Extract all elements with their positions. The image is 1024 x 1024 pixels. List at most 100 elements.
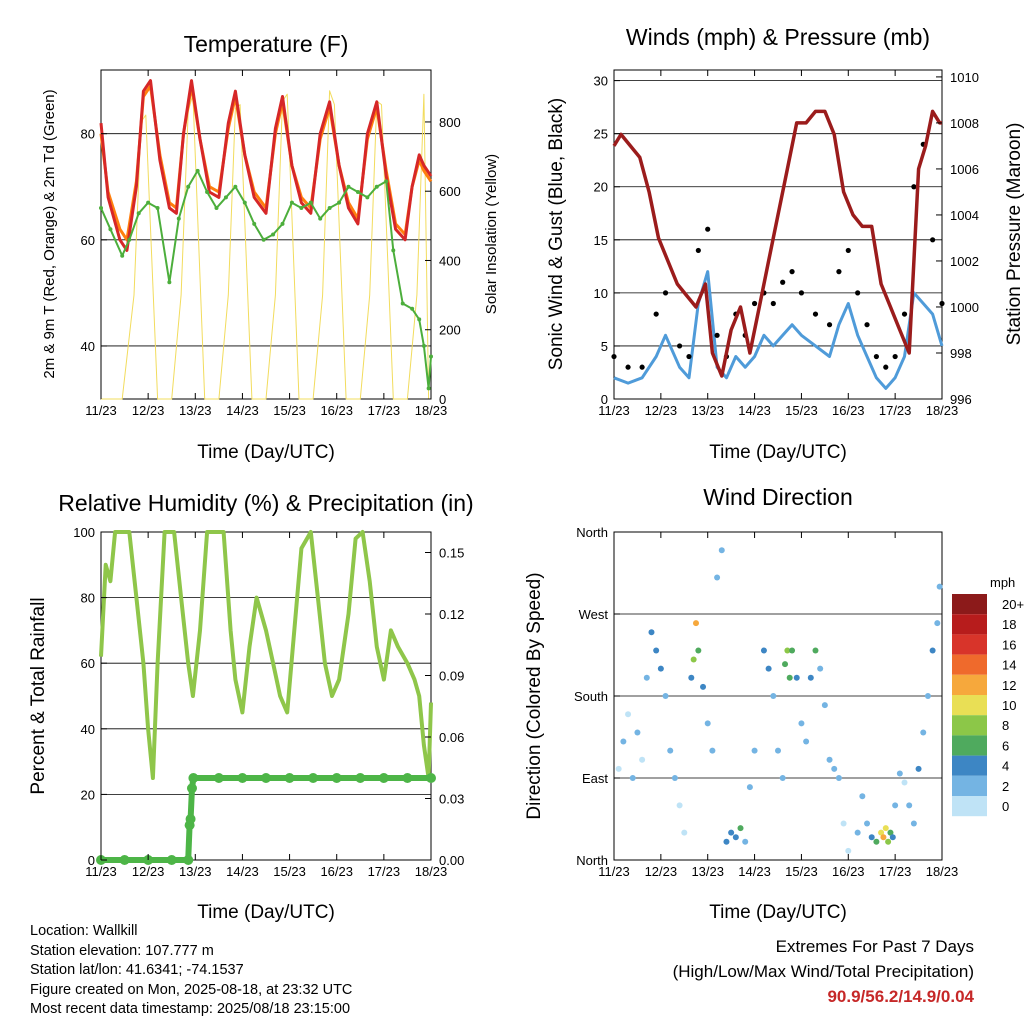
colorbar-label: 16 xyxy=(1002,637,1016,652)
wind-direction-point xyxy=(896,770,903,777)
winds-ytick-label: 15 xyxy=(594,233,608,248)
gust-point xyxy=(770,300,776,307)
wind-direction-point xyxy=(634,729,641,736)
gust-point xyxy=(789,269,795,275)
temperature-xtick-label: 15/23 xyxy=(273,403,306,418)
dewpoint-point xyxy=(426,386,431,391)
precipitation-point xyxy=(186,783,197,794)
winds-ytick-label: 20 xyxy=(594,180,608,195)
wind-direction-point xyxy=(751,747,758,754)
winds-y2tick-label: 1004 xyxy=(950,208,979,223)
wind-direction-point xyxy=(732,834,739,841)
dewpoint-point xyxy=(261,237,266,242)
dewpoint-point xyxy=(223,195,228,200)
gust-point xyxy=(883,364,889,370)
gust-point xyxy=(911,184,917,190)
humidity-xtick-label: 16/23 xyxy=(320,864,353,879)
humidity-xtick-label: 11/23 xyxy=(85,864,117,879)
colorbar-swatch xyxy=(952,614,987,635)
humidity-xtick-label: 18/23 xyxy=(415,864,448,879)
colorbar-swatch xyxy=(952,674,987,695)
gust-point xyxy=(611,353,617,360)
wind-direction-point xyxy=(620,738,627,745)
winds-xtick-label: 15/23 xyxy=(785,403,818,418)
humidity-title: Relative Humidity (%) & Precipitation (i… xyxy=(58,490,473,516)
wind-direction-point xyxy=(789,647,796,654)
temperature-ytick-label: 40 xyxy=(81,339,95,354)
colorbar-title: mph xyxy=(990,575,1015,590)
gust-point xyxy=(855,290,861,296)
wind-direction-point xyxy=(723,838,730,845)
precipitation-point xyxy=(261,773,271,783)
precipitation-point xyxy=(402,773,413,783)
dewpoint-point xyxy=(146,200,151,205)
wind-direction-point xyxy=(798,720,805,727)
gust-point xyxy=(695,247,701,254)
colorbar-label: 14 xyxy=(1002,658,1016,673)
direction-xtick-label: 12/23 xyxy=(645,864,678,879)
grid-layer xyxy=(101,80,942,861)
wind-direction-point xyxy=(662,693,669,699)
precipitation-point xyxy=(355,773,366,783)
humidity-xtick-label: 12/23 xyxy=(132,864,165,879)
wind-direction-point xyxy=(653,647,660,654)
direction-ytick-label: North xyxy=(576,525,608,540)
wind-direction-point xyxy=(639,756,646,763)
dewpoint-line xyxy=(100,169,432,390)
dewpoint-point xyxy=(99,205,103,210)
winds-ylabel-right: Station Pressure (Maroon) xyxy=(1004,123,1024,346)
wind-direction-point xyxy=(924,693,931,699)
gust-point xyxy=(798,290,805,296)
solar-insolation-line xyxy=(101,90,430,400)
wind-direction-point xyxy=(793,674,800,681)
dewpoint-point xyxy=(289,200,294,205)
recent-data-timestamp: Most recent data timestamp: 2025/08/18 2… xyxy=(30,1001,351,1017)
wind-direction-point xyxy=(742,838,749,845)
winds-ytick-label: 25 xyxy=(594,127,608,142)
gust-point xyxy=(677,343,683,349)
colorbar-label: 2 xyxy=(1002,779,1009,794)
wind-direction-point xyxy=(901,779,908,786)
gust-point xyxy=(686,353,692,360)
colorbar-swatch xyxy=(952,755,987,776)
colorbar-label: 8 xyxy=(1002,718,1009,733)
temperature-xtick-label: 17/23 xyxy=(368,403,401,418)
colorbar-swatch xyxy=(952,634,987,655)
wind-direction-point xyxy=(700,683,707,690)
winds-xtick-label: 17/23 xyxy=(879,403,912,418)
direction-ytick-label: North xyxy=(576,853,608,868)
temperature-y2tick-label: 0 xyxy=(439,392,446,407)
winds-xtick-label: 13/23 xyxy=(691,403,724,418)
temperature-y2tick-label: 400 xyxy=(439,253,461,268)
humidity-y2tick-label: 0.12 xyxy=(439,607,464,622)
wind-direction-point xyxy=(667,747,674,754)
direction-xtick-label: 14/23 xyxy=(738,864,771,879)
winds-xtick-label: 12/23 xyxy=(645,403,678,418)
wind-direction-point xyxy=(840,820,847,827)
colorbar-swatch xyxy=(952,695,987,716)
temp-2m-line xyxy=(99,79,433,252)
winds-y2tick-label: 1002 xyxy=(950,254,979,269)
gust-point xyxy=(826,322,833,328)
wind-direction-point xyxy=(648,629,655,636)
precipitation-point xyxy=(378,773,389,783)
wind-direction-point xyxy=(737,825,744,832)
winds-y2tick-label: 998 xyxy=(950,346,972,361)
humidity-y2tick-label: 0.06 xyxy=(439,730,464,745)
humidity-ytick-label: 80 xyxy=(81,591,95,606)
wind-direction-point xyxy=(920,729,927,736)
wind-direction-point xyxy=(831,765,838,772)
wind-direction-point xyxy=(625,711,632,718)
winds-plot-frame xyxy=(613,69,943,400)
humidity-ytick-label: 100 xyxy=(73,525,95,540)
colorbar-label: 12 xyxy=(1002,678,1016,693)
dewpoint-point xyxy=(205,190,210,195)
direction-xlabel: Time (Day/UTC) xyxy=(709,902,847,923)
winds-y2tick-label: 1008 xyxy=(950,116,979,131)
wind-direction-point xyxy=(915,765,922,772)
gust-point xyxy=(705,226,711,232)
dewpoint-point xyxy=(233,184,238,189)
station-location: Location: Wallkill xyxy=(30,923,138,939)
temperature-xtick-label: 14/23 xyxy=(226,403,259,418)
temperature-xtick-label: 11/23 xyxy=(85,403,117,418)
